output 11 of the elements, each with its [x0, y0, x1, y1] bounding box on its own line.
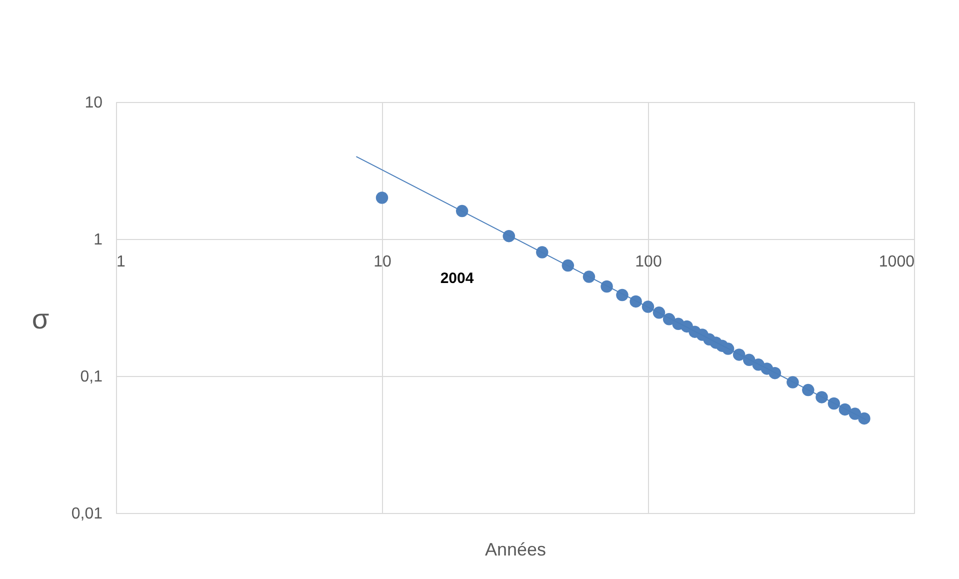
y-tick-label: 0,01: [71, 506, 103, 522]
x-axis-title: Années: [484, 540, 546, 560]
y-tick-label: 0,1: [80, 368, 103, 386]
x-tick-label: 10: [374, 254, 392, 270]
x-tick-label: 1: [116, 254, 126, 270]
y-tick-label: 1: [94, 232, 103, 248]
x-tick-label: 1000: [878, 254, 915, 270]
x-tick-label: 100: [635, 254, 662, 270]
annotation: 2004: [440, 270, 474, 287]
y-axis-title: σ: [32, 303, 50, 334]
y-tick-label: 10: [84, 94, 103, 112]
